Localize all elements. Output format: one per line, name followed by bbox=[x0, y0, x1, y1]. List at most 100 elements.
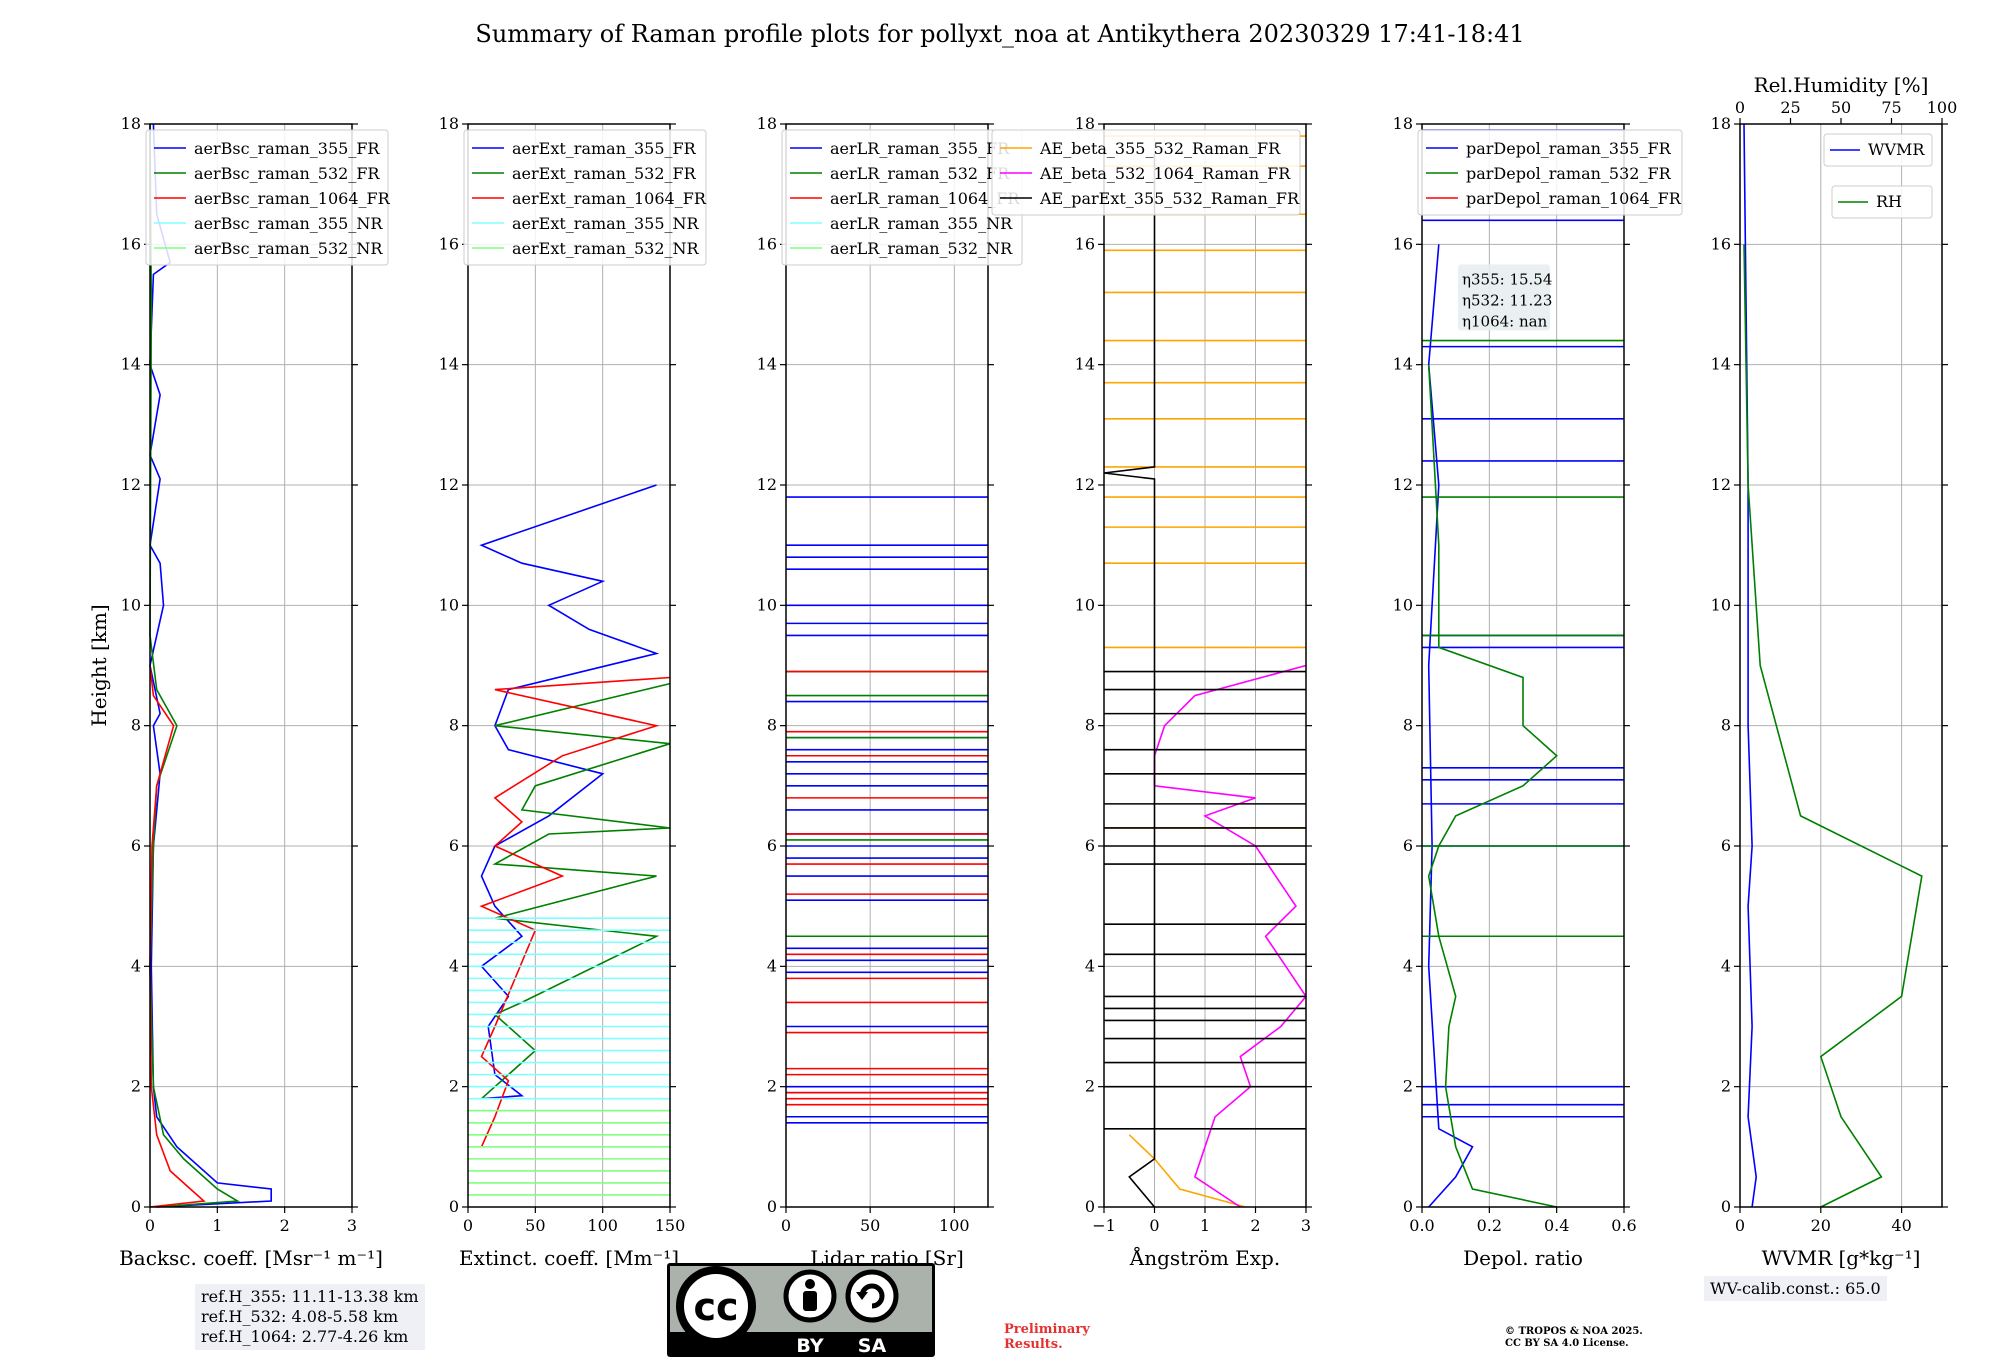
y-tick-label: 8 bbox=[131, 716, 141, 735]
y-tick-label: 8 bbox=[1085, 716, 1095, 735]
y-tick-label: 0 bbox=[449, 1197, 459, 1216]
legend-label-aerBsc_raman_532_FR: aerBsc_raman_532_FR bbox=[194, 164, 380, 183]
legend-label-RH: RH bbox=[1876, 192, 1902, 211]
y-tick-label: 8 bbox=[1403, 716, 1413, 735]
y-tick-label: 14 bbox=[121, 355, 141, 374]
ref-height-1064: ref.H_1064: 2.77-4.26 km bbox=[201, 1327, 409, 1346]
by-label: BY bbox=[796, 1335, 823, 1357]
x-tick-label: 0.2 bbox=[1477, 1216, 1502, 1235]
x-axis-title: Depol. ratio bbox=[1463, 1246, 1583, 1270]
legend-label-parDepol_raman_1064_FR: parDepol_raman_1064_FR bbox=[1466, 189, 1682, 208]
y-tick-label: 6 bbox=[449, 836, 459, 855]
y-tick-label: 2 bbox=[131, 1077, 141, 1096]
ref-height-355: ref.H_355: 11.11-13.38 km bbox=[201, 1287, 419, 1306]
legend-box bbox=[145, 129, 389, 266]
y-tick-label: 0 bbox=[1403, 1197, 1413, 1216]
y-tick-label: 0 bbox=[767, 1197, 777, 1216]
legend-label-aerLR_raman_1064_FR: aerLR_raman_1064_FR bbox=[830, 189, 1020, 208]
cc-logo-text: cc bbox=[693, 1285, 738, 1329]
x-tick-label: 0 bbox=[1149, 1216, 1159, 1235]
legend-label-parDepol_raman_355_FR: parDepol_raman_355_FR bbox=[1466, 139, 1672, 158]
preliminary-line-1: Preliminary bbox=[1004, 1322, 1090, 1337]
legend-label-aerBsc_raman_355_FR: aerBsc_raman_355_FR bbox=[194, 139, 380, 158]
y-tick-label: 0 bbox=[1085, 1197, 1095, 1216]
y-tick-label: 6 bbox=[767, 836, 777, 855]
x-tick-label: 1 bbox=[212, 1216, 222, 1235]
series-line-AE_beta_355_532_Raman_FR bbox=[1128, 1134, 1246, 1208]
x2-tick-label: 50 bbox=[1831, 98, 1851, 117]
axes-frame bbox=[785, 123, 989, 1208]
sa-label: SA bbox=[858, 1335, 887, 1357]
x-tick-label: 100 bbox=[587, 1216, 618, 1235]
legend-label-AE_beta_532_1064_Raman_FR: AE_beta_532_1064_Raman_FR bbox=[1039, 164, 1291, 183]
legend-label-aerLR_raman_532_NR: aerLR_raman_532_NR bbox=[830, 239, 1013, 258]
y-tick-label: 12 bbox=[1075, 475, 1095, 494]
eta-annotation-0: η355: 15.54 bbox=[1462, 270, 1552, 288]
y-tick-label: 4 bbox=[1403, 956, 1413, 975]
x-axis-title: Extinct. coeff. [Mm⁻¹] bbox=[459, 1246, 679, 1270]
panel-4 bbox=[991, 123, 1312, 1213]
y-tick-label: 6 bbox=[1085, 836, 1095, 855]
x-tick-label: 3 bbox=[1301, 1216, 1311, 1235]
copyright-note: © TROPOS & NOA 2025. CC BY SA 4.0 Licens… bbox=[1505, 1326, 1725, 1350]
panel-3 bbox=[780, 123, 1023, 1213]
y-tick-label: 4 bbox=[767, 956, 777, 975]
x-tick-label: 100 bbox=[939, 1216, 970, 1235]
x-tick-label: 1 bbox=[1200, 1216, 1210, 1235]
series-line-aerExt_raman_1064_FR bbox=[479, 676, 671, 1148]
y-tick-label: 2 bbox=[1403, 1077, 1413, 1096]
y-tick-label: 18 bbox=[1393, 114, 1413, 133]
legend-label-AE_beta_355_532_Raman_FR: AE_beta_355_532_Raman_FR bbox=[1039, 139, 1281, 158]
y-tick-label: 14 bbox=[757, 355, 777, 374]
legend-box bbox=[1417, 129, 1683, 216]
legend-box-WVMR bbox=[1823, 133, 1933, 167]
y-tick-label: 16 bbox=[757, 234, 777, 253]
ref-height-532: ref.H_532: 4.08-5.58 km bbox=[201, 1307, 399, 1326]
x2-tick-label: 0 bbox=[1735, 98, 1745, 117]
series-line-AE_beta_532_1064_Raman_FR bbox=[1153, 664, 1307, 1208]
y-tick-label: 12 bbox=[439, 475, 459, 494]
y-tick-label: 14 bbox=[1711, 355, 1731, 374]
y-tick-label: 12 bbox=[121, 475, 141, 494]
legend-label-aerExt_raman_355_NR: aerExt_raman_355_NR bbox=[512, 214, 700, 233]
y-tick-label: 18 bbox=[121, 114, 141, 133]
axes-frame bbox=[149, 123, 353, 1208]
series-line-parDepol_raman_532_FR bbox=[1427, 364, 1558, 1208]
x-axis-title: WVMR [g*kg⁻¹] bbox=[1762, 1246, 1921, 1270]
y-tick-label: 14 bbox=[439, 355, 459, 374]
legend-label-AE_parExt_355_532_Raman_FR: AE_parExt_355_532_Raman_FR bbox=[1039, 189, 1300, 208]
axes-frame bbox=[467, 123, 671, 1208]
figure-title: Summary of Raman profile plots for polly… bbox=[475, 20, 1525, 48]
series-line-AE_parExt_355_532_Raman_FR bbox=[1103, 154, 1156, 1208]
x2-axis-title: Rel.Humidity [%] bbox=[1754, 73, 1929, 97]
copyright-line-1: © TROPOS & NOA 2025. bbox=[1505, 1326, 1643, 1337]
x-axis-title: Ångström Exp. bbox=[1129, 1245, 1280, 1270]
legend-label-aerLR_raman_532_FR: aerLR_raman_532_FR bbox=[830, 164, 1010, 183]
preliminary-note: Preliminary Results. bbox=[1004, 1322, 1124, 1352]
panel-2 bbox=[462, 123, 707, 1213]
y-tick-label: 16 bbox=[1711, 234, 1731, 253]
x-axis-title: Backsc. coeff. [Msr⁻¹ m⁻¹] bbox=[119, 1246, 383, 1270]
y-tick-label: 12 bbox=[1711, 475, 1731, 494]
cc-by-sa-license-badge: cc BY SA bbox=[667, 1263, 935, 1357]
y-tick-label: 8 bbox=[449, 716, 459, 735]
legend-label-aerExt_raman_1064_FR: aerExt_raman_1064_FR bbox=[512, 189, 707, 208]
y-tick-label: 18 bbox=[1711, 114, 1731, 133]
y-tick-label: 16 bbox=[1393, 234, 1413, 253]
legend-box-RH bbox=[1831, 185, 1933, 219]
y-tick-label: 10 bbox=[1711, 595, 1731, 614]
y-tick-label: 2 bbox=[449, 1077, 459, 1096]
y-axis-title: Height [km] bbox=[87, 604, 111, 726]
y-tick-label: 12 bbox=[757, 475, 777, 494]
eta-annotation-1: η532: 11.23 bbox=[1462, 291, 1552, 309]
x-tick-label: 2 bbox=[280, 1216, 290, 1235]
legend-label-aerBsc_raman_1064_FR: aerBsc_raman_1064_FR bbox=[194, 189, 391, 208]
legend-label-aerExt_raman_532_FR: aerExt_raman_532_FR bbox=[512, 164, 697, 183]
axes-frame bbox=[1739, 123, 1943, 1208]
y-tick-label: 16 bbox=[439, 234, 459, 253]
x-tick-label: 20 bbox=[1811, 1216, 1831, 1235]
legend-label-aerBsc_raman_355_NR: aerBsc_raman_355_NR bbox=[194, 214, 383, 233]
y-tick-label: 4 bbox=[131, 956, 141, 975]
y-tick-label: 8 bbox=[1721, 716, 1731, 735]
y-tick-label: 4 bbox=[1721, 956, 1731, 975]
